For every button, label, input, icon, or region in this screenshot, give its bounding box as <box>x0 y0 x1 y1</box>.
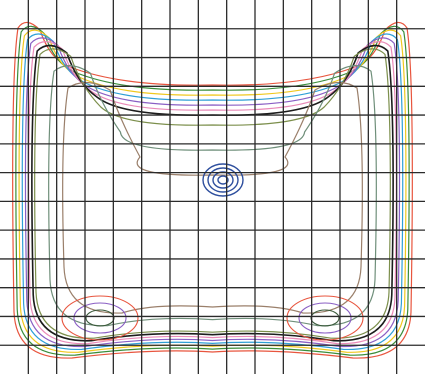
right-corner-contour <box>298 302 352 334</box>
left-corner-contour <box>85 309 115 327</box>
left-corner-contour <box>61 295 139 341</box>
contour-level-10 <box>62 81 363 314</box>
contour-level-1 <box>12 21 413 359</box>
contour-lines <box>12 21 413 359</box>
right-corner-contour <box>310 309 340 327</box>
contour-level-9 <box>48 65 377 327</box>
contour-level-4 <box>21 33 404 350</box>
center-ellipse <box>212 171 234 189</box>
center-ellipse <box>217 175 229 185</box>
left-corner-contour <box>73 302 127 334</box>
center-ellipse <box>202 163 244 197</box>
center-ellipse <box>207 167 239 193</box>
contour-level-2 <box>15 25 410 356</box>
center-ellipses <box>202 163 244 197</box>
right-corner-contour <box>286 295 364 341</box>
contour-level-8 <box>34 48 391 339</box>
contour-level-3 <box>18 29 407 353</box>
contour-level-5 <box>24 37 401 348</box>
contour-level-7 <box>31 44 394 342</box>
